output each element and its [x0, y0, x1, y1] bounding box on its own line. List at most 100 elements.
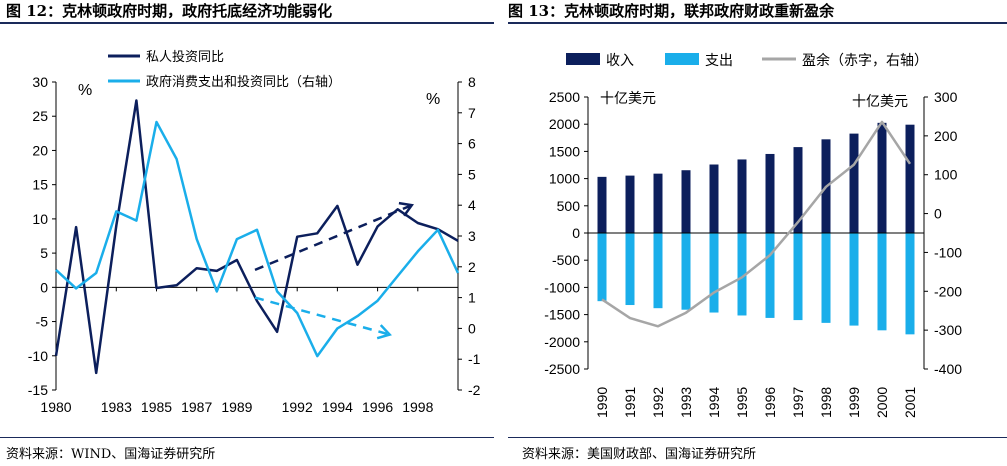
- revenue-bar: [625, 175, 635, 233]
- right-y-tick-label: 7: [468, 105, 476, 121]
- left-y-tick-label: 0: [572, 225, 580, 241]
- expenditure-bar: [765, 233, 775, 318]
- x-tick-label: 2000: [874, 387, 890, 418]
- legend-label-revenue: 收入: [606, 52, 634, 68]
- left-source-note: 资料来源：WIND、国海证券研究所: [6, 447, 216, 462]
- right-y-tick-label: 100: [934, 167, 958, 183]
- right-y-tick-label: 0: [468, 320, 476, 336]
- x-tick-label: 1985: [141, 399, 172, 415]
- left-y-tick-label: 25: [32, 108, 48, 124]
- revenue-bar: [793, 147, 803, 233]
- left-source-rule: [0, 437, 494, 438]
- legend-label-expenditure: 支出: [705, 52, 733, 68]
- left-y-tick-label: 0: [40, 279, 48, 295]
- right-y-tick-label: 8: [468, 74, 476, 90]
- left-y-tick-label: -1500: [544, 307, 580, 323]
- left-y-tick-label: -15: [28, 382, 48, 398]
- legend-label: 私人投资同比: [146, 49, 224, 64]
- expenditure-bar: [625, 233, 635, 306]
- right-y-tick-label: -1: [468, 351, 481, 367]
- revenue-bar: [905, 124, 915, 233]
- down-trend-arrow: [254, 296, 390, 336]
- left-y-tick-label: 2500: [549, 89, 580, 105]
- left-y-tick-label: 500: [557, 198, 581, 214]
- left-y-tick-label: -1000: [544, 279, 580, 295]
- right-y-tick-label: 1: [468, 290, 476, 306]
- right-y-tick-label: -400: [934, 361, 962, 377]
- left-y-tick-label: -500: [552, 252, 580, 268]
- right-chart: -2500 -2000 -1500 -1000 -500 0 500 1000 1500 2000…: [544, 52, 962, 418]
- right-figure-title: 图 13：克林顿政府时期，联邦政府财政重新盈余: [508, 2, 835, 20]
- left-title-rule: [0, 22, 494, 24]
- x-tick-label: 1997: [790, 387, 806, 418]
- expenditure-bar: [793, 233, 803, 321]
- revenue-bar: [681, 170, 691, 233]
- left-y-tick-label: -5: [36, 314, 49, 330]
- private-investment-line: [54, 99, 459, 375]
- left-figure-title: 图 12：克林顿政府时期，政府托底经济功能弱化: [6, 2, 333, 20]
- surplus-line: [601, 120, 912, 328]
- revenue-bar: [597, 176, 607, 233]
- left-y-tick-label: 10: [32, 211, 48, 227]
- x-tick-label: 1999: [846, 387, 862, 418]
- revenue-bar: [849, 133, 859, 233]
- right-y-tick-label: -2: [468, 382, 481, 398]
- expenditure-bar: [709, 233, 719, 313]
- revenue-bar: [709, 164, 719, 233]
- left-y-tick-label: 1000: [549, 171, 580, 187]
- legend-swatch-expenditure: [665, 53, 699, 65]
- expenditure-bar: [653, 233, 663, 309]
- x-tick-label: 1995: [734, 387, 750, 418]
- left-y-tick-label: 5: [40, 245, 48, 261]
- expenditure-bar: [597, 233, 607, 302]
- x-tick-label: 1991: [622, 387, 638, 418]
- left-y-tick-label: -10: [28, 348, 48, 364]
- x-tick-label: 1998: [402, 399, 433, 415]
- x-tick-label: 1992: [650, 387, 666, 418]
- up-trend-arrow: [254, 204, 413, 272]
- right-unit-label: 十亿美元: [852, 93, 908, 109]
- right-y-tick-label: 4: [468, 197, 476, 213]
- expenditure-bar: [905, 233, 915, 335]
- legend-label: 政府消费支出和投资同比（右轴）: [146, 74, 341, 89]
- left-y-tick-label: 1500: [549, 143, 580, 159]
- right-y-tick-label: 6: [468, 136, 476, 152]
- left-y-tick-label: 15: [32, 177, 48, 193]
- x-tick-label: 1998: [818, 387, 834, 418]
- right-unit-label: %: [426, 91, 440, 108]
- legend-label-surplus: 盈余（赤字，右轴）: [802, 52, 928, 68]
- right-y-tick-label: 5: [468, 166, 476, 182]
- revenue-bar: [653, 173, 663, 233]
- right-y-tick-label: -300: [934, 322, 962, 338]
- right-y-tick-label: 300: [934, 89, 958, 105]
- legend-swatch-revenue: [566, 53, 600, 65]
- x-tick-label: 1983: [101, 399, 132, 415]
- right-y-tick-label: 200: [934, 128, 958, 144]
- expenditure-bar: [821, 233, 831, 323]
- x-tick-label: 1994: [706, 387, 722, 418]
- left-y-tick-label: 30: [32, 74, 48, 90]
- x-tick-label: 1990: [594, 387, 610, 418]
- x-tick-label: 2001: [902, 387, 918, 418]
- left-y-tick-label: -2500: [544, 361, 580, 377]
- expenditure-bar: [849, 233, 859, 326]
- left-y-tick-label: 20: [32, 142, 48, 158]
- expenditure-bar: [877, 233, 887, 331]
- x-tick-label: 1987: [181, 399, 212, 415]
- revenue-bar: [765, 153, 775, 233]
- right-title-rule: [508, 22, 1007, 24]
- right-source-note: 资料来源：美国财政部、国海证券研究所: [522, 447, 757, 462]
- x-tick-label: 1992: [282, 399, 313, 415]
- x-tick-label: 1994: [322, 399, 353, 415]
- x-tick-label: 1980: [40, 399, 71, 415]
- right-y-tick-label: 3: [468, 228, 476, 244]
- left-y-tick-label: -2000: [544, 334, 580, 350]
- revenue-bar: [877, 122, 887, 233]
- up-trend-arrowhead: [398, 201, 414, 217]
- revenue-bar: [737, 159, 747, 233]
- right-source-rule: [508, 437, 1007, 438]
- left-y-tick-label: 2000: [549, 116, 580, 132]
- down-trend-arrowhead: [376, 324, 392, 340]
- left-unit-label: %: [78, 82, 92, 99]
